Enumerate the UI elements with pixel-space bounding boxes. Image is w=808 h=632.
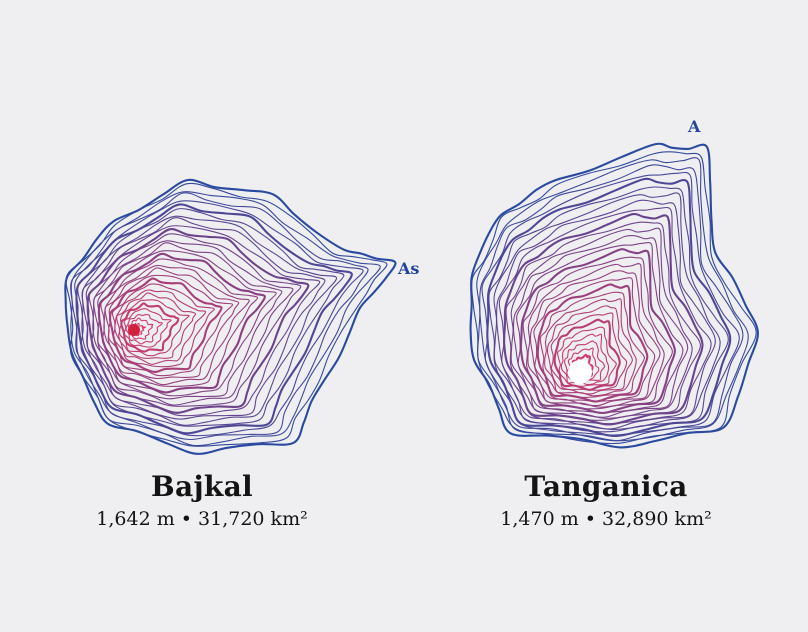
contour-line <box>505 221 701 421</box>
contour-line <box>123 308 172 348</box>
contour-line <box>529 270 661 407</box>
contour-line <box>556 326 617 387</box>
contour-line <box>118 299 190 357</box>
contour-line <box>544 298 637 397</box>
bathymetry-contours-bajkal: As <box>64 178 419 455</box>
contour-line <box>64 178 397 455</box>
contour-line <box>471 151 757 445</box>
contour-line <box>93 242 283 400</box>
contour-line <box>516 242 684 414</box>
bathymetry-contours-tanganica: A <box>469 117 759 449</box>
contour-lines <box>64 178 397 455</box>
continent-tag-bajkal: As <box>397 259 419 278</box>
lake-stats-tanganica: 1,470 m • 32,890 km² <box>500 508 712 530</box>
contour-line <box>85 225 321 417</box>
contour-line <box>486 177 732 438</box>
contour-line <box>111 283 215 368</box>
contour-line <box>493 192 721 431</box>
contour-line <box>488 186 729 433</box>
contour-line <box>539 291 645 399</box>
deepest-point-marker <box>568 360 592 384</box>
contour-line <box>476 157 749 442</box>
contour-line <box>522 256 673 410</box>
contour-line <box>498 206 712 425</box>
contour-line <box>510 227 693 419</box>
contour-line <box>503 212 704 426</box>
lake-stats-bajkal: 1,642 m • 31,720 km² <box>96 508 308 530</box>
contour-line <box>546 305 633 395</box>
contour-line <box>481 171 740 436</box>
contour-line <box>107 274 234 377</box>
deepest-point-marker <box>128 324 140 336</box>
contour-line <box>88 233 302 407</box>
contour-line <box>533 277 656 402</box>
contour-line <box>536 283 649 403</box>
contour-line <box>92 240 294 406</box>
lake-name-tanganica: Tanganica <box>524 470 688 503</box>
contour-line <box>469 142 759 449</box>
contour-line <box>519 248 676 415</box>
contour-line <box>65 182 388 447</box>
contour-line <box>97 252 266 394</box>
lake-name-bajkal: Bajkal <box>151 470 253 503</box>
contour-lines <box>469 142 759 449</box>
contour-line <box>109 277 223 373</box>
contour-line <box>74 200 364 437</box>
contour-line <box>560 333 610 386</box>
contour-line <box>127 317 154 340</box>
contour-line <box>100 258 259 387</box>
contour-line <box>77 208 345 427</box>
contour-line <box>70 192 369 441</box>
contour-line <box>550 312 628 391</box>
contour-line <box>564 340 606 384</box>
lake-panel-tanganica: A Tanganica 1,470 m • 32,890 km² <box>404 0 808 632</box>
contour-line <box>527 262 665 408</box>
contour-line <box>553 318 621 391</box>
lake-panel-bajkal: As Bajkal 1,642 m • 31,720 km² <box>64 178 419 530</box>
contour-line <box>125 314 163 345</box>
contour-line <box>81 217 326 420</box>
contour-line <box>567 347 600 381</box>
contour-line <box>97 250 277 397</box>
continent-tag-tanganica: A <box>687 117 701 136</box>
contour-line <box>116 292 197 359</box>
contour-line <box>120 302 180 353</box>
contour-line <box>104 267 240 380</box>
